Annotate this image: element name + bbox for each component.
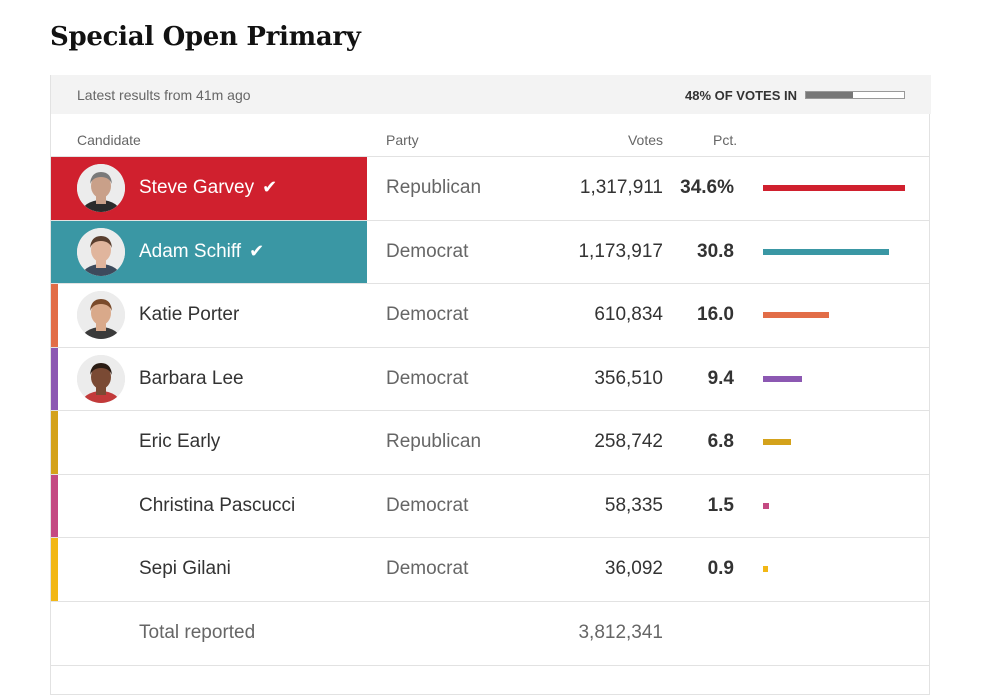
party-color-stripe — [51, 474, 58, 538]
latest-results-text: Latest results from 41m ago — [77, 87, 251, 103]
candidate-name-text: Katie Porter — [139, 304, 240, 325]
candidate-party: Democrat — [386, 304, 469, 325]
candidate-votes: 258,742 — [594, 431, 663, 452]
pct-bar — [763, 566, 768, 572]
candidate-name-text: Steve Garvey — [139, 177, 255, 198]
candidate-name-text: Eric Early — [139, 431, 221, 452]
pct-bar — [763, 312, 829, 318]
candidate-name-text: Barbara Lee — [139, 367, 244, 389]
candidate-votes: 1,317,911 — [579, 177, 663, 198]
party-color-stripe — [51, 284, 58, 347]
total-label: Total reported — [139, 621, 256, 643]
candidate-votes: 58,335 — [604, 494, 663, 516]
candidate-party: Democrat — [386, 558, 469, 579]
candidate-name: Christina Pascucci — [139, 495, 295, 517]
candidate-name: Barbara Lee — [139, 368, 244, 390]
reporting-progress-fill — [806, 92, 854, 98]
candidate-votes: 1,173,917 — [578, 240, 663, 262]
pct-bar — [763, 375, 802, 382]
candidate-party: Republican — [386, 177, 482, 198]
candidate-party: Democrat — [386, 367, 469, 389]
candidate-photo — [77, 291, 125, 339]
candidate-party: Republican — [386, 431, 482, 452]
candidate-pct: 30.8 — [697, 240, 734, 262]
candidate-name: Eric Early — [139, 431, 220, 453]
table-row: Barbara Lee Democrat 356,510 9.4 — [51, 346, 929, 411]
table-row: Christina Pascucci Democrat 58,335 1.5 — [51, 473, 929, 538]
candidate-votes: 36,092 — [604, 558, 663, 579]
candidate-pct: 34.6% — [680, 177, 734, 198]
check-icon: ✔ — [249, 240, 265, 261]
check-icon: ✔ — [262, 177, 278, 197]
header-votes: Votes — [627, 132, 663, 148]
party-color-stripe — [51, 411, 58, 474]
candidate-votes: 610,834 — [594, 304, 663, 325]
table-row: Steve Garvey ✔ Republican 1,317,911 34.6% — [51, 156, 929, 220]
candidate-party: Democrat — [386, 240, 469, 262]
candidate-photo — [77, 354, 125, 403]
header-candidate: Candidate — [77, 132, 141, 148]
candidate-name: Sepi Gilani — [139, 558, 231, 580]
candidate-photo — [77, 227, 125, 276]
pct-bar — [763, 248, 890, 255]
candidate-photo — [77, 164, 125, 212]
candidate-name-text: Sepi Gilani — [139, 558, 231, 579]
page-title: Special Open Primary — [50, 22, 361, 52]
results-table: Latest results from 41m ago 48% OF VOTES… — [50, 75, 931, 695]
candidate-name: Adam Schiff ✔ — [139, 241, 264, 263]
candidate-name: Steve Garvey ✔ — [139, 177, 277, 199]
header-party: Party — [386, 132, 419, 148]
total-votes: 3,812,341 — [578, 621, 663, 643]
votes-in-label: 48% OF VOTES IN — [685, 88, 797, 103]
candidate-name: Katie Porter — [139, 304, 239, 326]
candidate-pct: 16.0 — [697, 304, 734, 325]
table-row: Adam Schiff ✔ Democrat 1,173,917 30.8 — [51, 219, 929, 284]
candidate-pct: 0.9 — [707, 558, 734, 579]
reporting-progress-bar — [805, 91, 905, 99]
party-color-stripe — [51, 538, 58, 601]
table-row: Katie Porter Democrat 610,834 16.0 — [51, 283, 929, 347]
table-row: Eric Early Republican 258,742 6.8 — [51, 410, 929, 474]
pct-bar — [763, 502, 770, 509]
candidate-votes: 356,510 — [594, 367, 663, 389]
total-row: Total reported 3,812,341 — [51, 600, 929, 666]
candidate-name-text: Adam Schiff — [139, 240, 242, 262]
party-color-stripe — [51, 347, 58, 411]
status-bar: Latest results from 41m ago 48% OF VOTES… — [51, 75, 931, 114]
pct-bar — [763, 439, 791, 445]
candidate-name-text: Christina Pascucci — [139, 494, 296, 516]
candidate-pct: 6.8 — [707, 431, 734, 452]
candidate-pct: 1.5 — [707, 494, 734, 516]
pct-bar — [763, 185, 905, 191]
candidate-pct: 9.4 — [707, 367, 734, 389]
header-pct: Pct. — [713, 132, 738, 148]
table-row: Sepi Gilani Democrat 36,092 0.9 — [51, 537, 929, 601]
candidate-party: Democrat — [386, 494, 469, 516]
